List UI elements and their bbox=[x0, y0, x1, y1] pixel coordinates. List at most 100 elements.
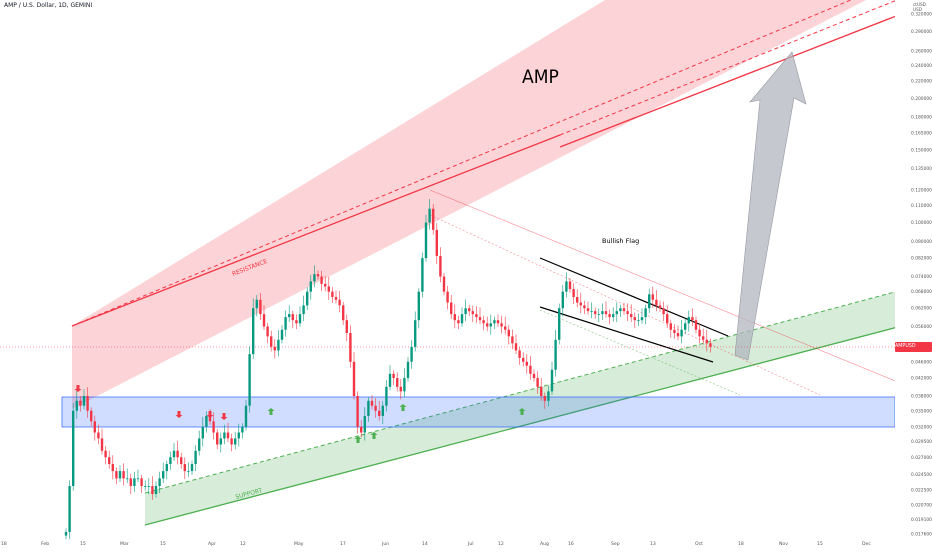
candle-body bbox=[111, 464, 114, 472]
time-tick-label: Mar bbox=[120, 541, 129, 547]
candle-body bbox=[709, 343, 712, 347]
candle-body bbox=[396, 378, 399, 387]
candle-body bbox=[464, 308, 467, 315]
price-tick-label: 0.180000 bbox=[911, 115, 932, 121]
candle-body bbox=[342, 305, 345, 321]
candle-body bbox=[154, 486, 158, 494]
axis-unit-label: ctUSD USD bbox=[913, 2, 926, 12]
candle-body bbox=[212, 421, 215, 433]
candle-body bbox=[486, 323, 489, 327]
candle-body bbox=[64, 531, 68, 536]
candle-body bbox=[424, 222, 428, 259]
candle-body bbox=[234, 438, 237, 445]
candle-body bbox=[208, 415, 212, 422]
projection-line-3 bbox=[539, 309, 741, 396]
time-axis: 18 Feb 15 Mar 15 Apr 12 May 17 Jun 14 Jul 12 Aug 16 Sep… bbox=[1, 541, 871, 547]
price-tick-label: 0.020700 bbox=[911, 502, 932, 508]
price-tick-label: 0.062000 bbox=[911, 306, 932, 312]
candle-body bbox=[68, 486, 71, 532]
candle-body bbox=[626, 311, 629, 315]
candle-body bbox=[313, 274, 316, 282]
candle-body bbox=[655, 299, 658, 306]
candle-body bbox=[489, 323, 492, 327]
time-tick-label: 17 bbox=[340, 541, 346, 547]
candle-body bbox=[471, 311, 474, 315]
chart-title: AMP bbox=[522, 66, 559, 88]
candle-body bbox=[216, 432, 219, 445]
time-tick-label: 12 bbox=[240, 541, 246, 547]
price-tick-label: 0.042000 bbox=[911, 376, 932, 382]
time-tick-label: 12 bbox=[498, 541, 504, 547]
candle-body bbox=[298, 314, 302, 324]
candle-body bbox=[280, 329, 284, 340]
candle-body bbox=[75, 400, 78, 411]
price-tick-label: 0.022500 bbox=[911, 487, 932, 493]
time-tick-label: Nov bbox=[779, 541, 788, 547]
price-tick-label: 0.110000 bbox=[911, 203, 932, 209]
candle-body bbox=[507, 329, 510, 337]
current-price-tag[interactable]: AMPUSD 0.050090 bbox=[895, 342, 932, 359]
price-tick-label: 0.035000 bbox=[911, 408, 932, 414]
candle-body bbox=[370, 400, 374, 406]
time-tick-label: Feb bbox=[41, 541, 49, 547]
time-tick-label: 13 bbox=[650, 541, 656, 547]
price-tick-label: 0.260000 bbox=[911, 49, 932, 55]
time-tick-label: Oct bbox=[695, 541, 703, 547]
support-channel bbox=[145, 282, 932, 525]
flag-lower-line bbox=[539, 306, 714, 363]
price-axis: 0.320000 0.290000 0.260000 0.240000 0.220000… bbox=[895, 0, 932, 550]
candle-body bbox=[162, 471, 165, 479]
resistance-line bbox=[71, 134, 561, 327]
candle-body bbox=[482, 320, 485, 324]
candle-body bbox=[320, 276, 323, 284]
candle-body bbox=[547, 391, 550, 401]
price-tick-label: 0.027000 bbox=[911, 455, 932, 461]
candle-body bbox=[558, 308, 561, 340]
candle-body bbox=[273, 346, 276, 351]
candle-body bbox=[572, 289, 575, 298]
candle-body bbox=[561, 291, 564, 309]
candle-body bbox=[100, 438, 104, 451]
candle-body bbox=[190, 464, 194, 472]
time-tick-label: Aug bbox=[540, 541, 549, 547]
candle-body bbox=[252, 308, 255, 355]
candle-body bbox=[511, 336, 514, 344]
candle-body bbox=[612, 314, 615, 318]
candle-body bbox=[504, 326, 507, 330]
candle-body bbox=[579, 302, 582, 306]
candle-body bbox=[680, 329, 683, 337]
candle-body bbox=[590, 311, 593, 312]
candle-body bbox=[529, 365, 532, 374]
candle-body bbox=[334, 297, 338, 300]
candle-body bbox=[115, 471, 118, 479]
candle-body bbox=[406, 361, 410, 379]
candle-body bbox=[180, 457, 183, 465]
candle-body bbox=[673, 329, 676, 334]
price-tick-label: 0.320000 bbox=[911, 12, 932, 18]
candle-body bbox=[241, 426, 244, 433]
candle-body bbox=[349, 333, 352, 362]
price-tick-label: 0.150000 bbox=[911, 147, 932, 153]
buy-signal-arrow-icon bbox=[399, 404, 407, 411]
candle-body bbox=[525, 361, 528, 366]
candle-body bbox=[388, 373, 392, 387]
candle-body bbox=[514, 343, 518, 351]
price-tick-label: 0.046000 bbox=[911, 359, 932, 365]
candle-body bbox=[194, 450, 197, 465]
time-tick-label: 15 bbox=[80, 541, 86, 547]
candle-body bbox=[126, 478, 129, 480]
candle-body bbox=[576, 297, 579, 303]
candle-body bbox=[144, 486, 147, 487]
candle-body bbox=[475, 314, 478, 318]
candle-body bbox=[608, 314, 611, 318]
resistance-upper-extension bbox=[559, 1, 932, 148]
candle-body bbox=[147, 486, 150, 487]
price-tick-label: 0.100000 bbox=[911, 220, 932, 226]
candle-body bbox=[223, 432, 226, 439]
axis-unit-line-1: ctUSD bbox=[913, 2, 926, 7]
time-tick-label: 15 bbox=[160, 541, 166, 547]
candle-body bbox=[622, 308, 626, 312]
candle-body bbox=[374, 405, 377, 411]
